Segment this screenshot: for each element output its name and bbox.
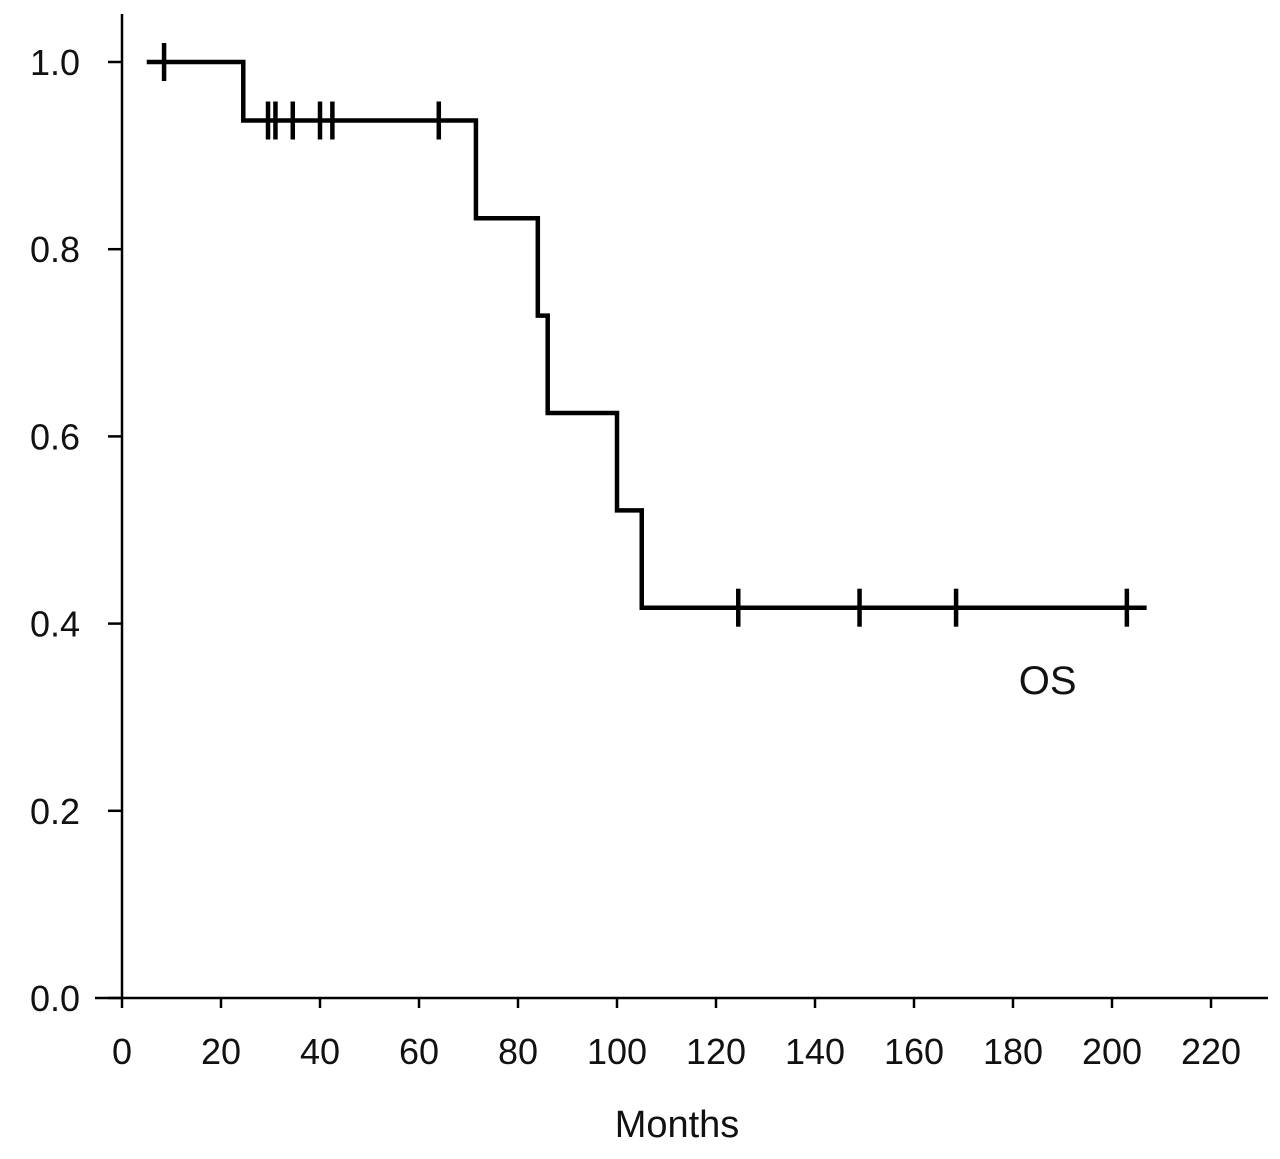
x-tick-label: 40: [300, 1031, 340, 1072]
x-tick-label: 60: [399, 1031, 439, 1072]
y-tick-label: 0.6: [30, 416, 80, 457]
x-tick-label: 160: [884, 1031, 944, 1072]
x-tick-label: 220: [1181, 1031, 1241, 1072]
y-tick-label: 0.0: [30, 978, 80, 1019]
x-tick-label: 180: [983, 1031, 1043, 1072]
y-tick-label: 1.0: [30, 42, 80, 83]
x-tick-label: 140: [785, 1031, 845, 1072]
y-tick-label: 0.2: [30, 791, 80, 832]
x-tick-label: 20: [201, 1031, 241, 1072]
x-tick-label: 100: [587, 1031, 647, 1072]
series-label-os: OS: [1019, 659, 1077, 703]
x-axis-label: Months: [615, 1104, 740, 1146]
y-tick-label: 0.4: [30, 604, 80, 645]
curves: [146, 43, 1147, 627]
axes: [95, 14, 1268, 1000]
y-tick-label: 0.8: [30, 229, 80, 270]
survival-curve-os: [146, 59, 1147, 610]
x-tick-label: 0: [112, 1031, 132, 1072]
ticks: 0 20 40 60 80 100 120 140 160 180 200 220 0.0 0.2 0.4 0…: [30, 42, 1241, 1072]
x-tick-label: 200: [1082, 1031, 1142, 1072]
x-tick-label: 120: [686, 1031, 746, 1072]
x-tick-label: 80: [498, 1031, 538, 1072]
